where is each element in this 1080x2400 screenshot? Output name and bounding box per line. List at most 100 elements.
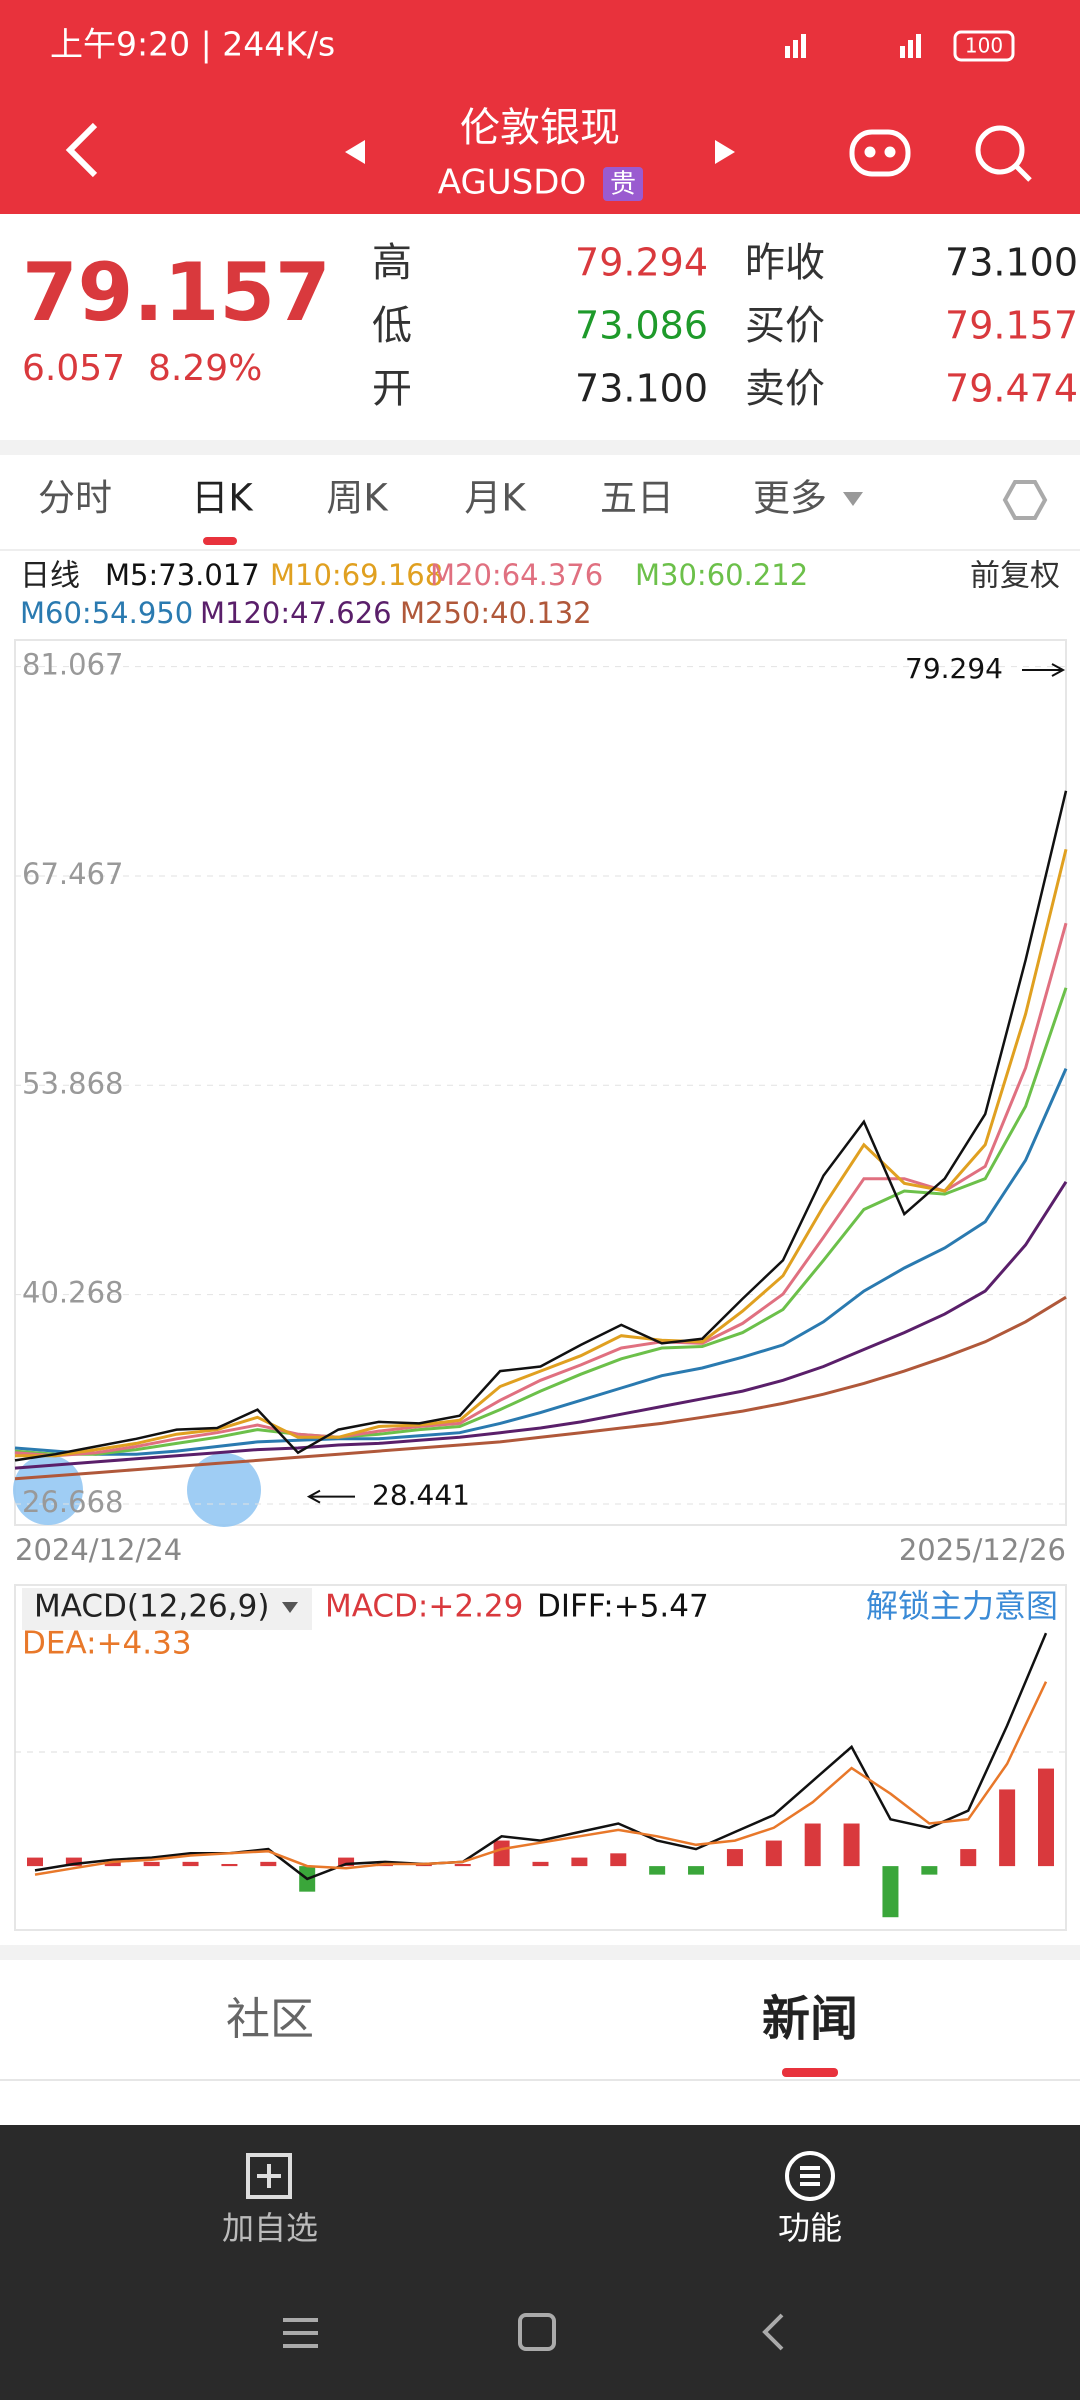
legend-entry: M250:40.132 xyxy=(400,596,592,630)
kline-frame xyxy=(14,639,1067,1526)
battery-level: 100 xyxy=(965,34,1003,58)
bottom-tab-indicator xyxy=(782,2068,838,2077)
field-value: 73.100 xyxy=(945,241,1078,285)
chart-title: 日线 xyxy=(20,559,80,594)
field-value: 73.100 xyxy=(575,367,708,411)
prev-button[interactable] xyxy=(345,140,365,164)
bottom-tab[interactable]: 社区 xyxy=(226,1994,314,2045)
robot-icon[interactable] xyxy=(849,129,911,177)
macd-bar xyxy=(843,1823,860,1867)
x-tick-label: 2025/12/26 xyxy=(899,1533,1066,1567)
legend-entry: M120:47.626 xyxy=(200,596,392,630)
header-title: 伦敦银现 xyxy=(460,105,620,151)
y-tick-label: 67.467 xyxy=(22,857,123,891)
macd-bar xyxy=(765,1840,782,1867)
macd-arrow xyxy=(282,1602,298,1613)
macd-bar xyxy=(960,1849,977,1867)
ma-line xyxy=(14,1067,1068,1456)
more-arrow xyxy=(843,492,863,506)
annotation: 79.294 xyxy=(905,652,1003,685)
ma-line xyxy=(14,790,1068,1462)
tab[interactable]: 分时 xyxy=(38,477,112,520)
price-change: 6.057 xyxy=(22,348,125,389)
tab[interactable]: 更多 xyxy=(753,477,827,520)
macd-bar xyxy=(921,1866,938,1875)
macd-bar xyxy=(804,1823,821,1867)
y-tick-label: 81.067 xyxy=(22,648,123,682)
adjust-label: 前复权 xyxy=(970,559,1060,594)
macd-bar xyxy=(726,1849,743,1867)
status-time: 上午9:20 | 244K/s xyxy=(50,25,335,64)
macd-bar xyxy=(182,1861,199,1867)
macd-bar xyxy=(454,1863,471,1867)
macd-bar xyxy=(143,1861,160,1867)
back-button[interactable] xyxy=(65,122,98,178)
field-label: 低 xyxy=(372,303,412,349)
header-bg xyxy=(0,0,1080,214)
macd-bar xyxy=(65,1857,82,1867)
legend-entry: M10:69.168 xyxy=(270,558,443,592)
toolbar-item[interactable]: 功能 xyxy=(778,2209,842,2247)
macd-bar xyxy=(532,1861,549,1867)
macd-bar xyxy=(1038,1768,1054,1867)
legend-entry: M30:60.212 xyxy=(635,558,808,592)
expand-left[interactable] xyxy=(13,1455,83,1525)
menu-icon[interactable] xyxy=(785,2151,835,2201)
ma-line xyxy=(14,987,1068,1456)
macd-link[interactable]: 解锁主力意图 xyxy=(866,1587,1058,1625)
bottom-tab[interactable]: 新闻 xyxy=(762,1991,858,2047)
macd-line xyxy=(34,1681,1048,1876)
macd-bar xyxy=(649,1866,666,1875)
last-price: 79.157 xyxy=(22,246,331,339)
macd-selector[interactable] xyxy=(22,1588,312,1630)
fullscreen[interactable] xyxy=(187,1453,261,1527)
signal-icons xyxy=(785,34,921,58)
add-icon[interactable] xyxy=(246,2153,292,2199)
field-value: 79.157 xyxy=(945,304,1078,348)
macd-bar xyxy=(882,1866,899,1918)
ma-line xyxy=(15,848,1068,1458)
field-label: 开 xyxy=(372,366,412,412)
badge-bg xyxy=(603,167,643,201)
macd-bar xyxy=(688,1866,705,1875)
macd-bar xyxy=(338,1857,355,1867)
macd-bar xyxy=(610,1853,627,1867)
macd-bar xyxy=(260,1861,277,1867)
toolbar-item[interactable]: 加自选 xyxy=(222,2209,318,2247)
separator xyxy=(0,1945,1080,1960)
field-label: 昨收 xyxy=(745,240,825,286)
tab[interactable]: 日K xyxy=(191,477,254,520)
legend-entry: M60:54.950 xyxy=(20,596,193,630)
tab[interactable]: 周K xyxy=(326,477,389,520)
field-value: 73.086 xyxy=(575,304,708,348)
legend-entry: M5:73.017 xyxy=(105,558,260,592)
field-label: 卖价 xyxy=(745,366,825,412)
y-tick-label: 53.868 xyxy=(22,1066,123,1100)
legend-entry: M20:64.376 xyxy=(430,558,603,592)
y-tick-label: 40.268 xyxy=(22,1276,123,1310)
tab[interactable]: 五日 xyxy=(600,477,674,520)
toolbar-bg xyxy=(0,2125,1080,2400)
search-icon[interactable] xyxy=(975,125,1032,182)
macd-bar xyxy=(493,1840,510,1867)
macd-bar xyxy=(999,1789,1016,1867)
macd-bar xyxy=(221,1863,238,1867)
field-value: 79.474 xyxy=(945,367,1078,411)
legend-entry: MACD:+2.29 xyxy=(325,1589,523,1625)
legend-entry: DIFF:+5.47 xyxy=(537,1589,709,1625)
next-button[interactable] xyxy=(715,140,735,164)
macd-bar xyxy=(27,1857,43,1867)
ma-line xyxy=(14,922,1068,1458)
macd-bar xyxy=(104,1861,121,1867)
macd-frame xyxy=(14,1584,1067,1931)
annotation: 28.441 xyxy=(372,1479,470,1512)
price-change-pct: 8.29% xyxy=(148,348,262,389)
settings-icon[interactable] xyxy=(1002,480,1048,520)
field-label: 买价 xyxy=(745,303,825,349)
chart-title: MACD(12,26,9) xyxy=(34,1589,269,1625)
annotation-arrowhead xyxy=(1051,663,1066,677)
ma-line xyxy=(14,1295,1067,1481)
separator xyxy=(0,440,1080,455)
tab[interactable]: 月K xyxy=(464,477,527,520)
